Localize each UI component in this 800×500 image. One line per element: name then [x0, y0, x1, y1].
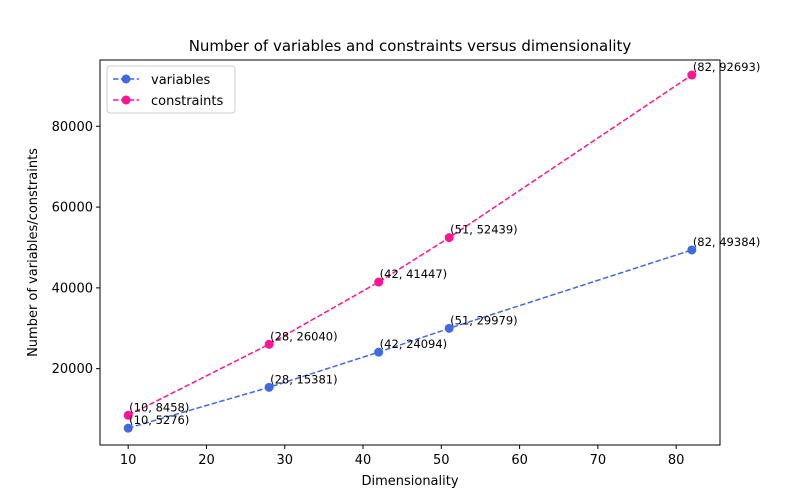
x-tick-label: 10 — [120, 453, 137, 468]
data-label-constraints: (82, 92693) — [693, 60, 761, 74]
y-tick-label: 60000 — [52, 201, 93, 216]
x-tick-label: 50 — [433, 453, 450, 468]
point-labels: (10, 5276) (28, 15381) (42, 24094)(51, 299… — [129, 60, 760, 427]
data-point-constraints — [444, 233, 454, 243]
data-point-variables — [444, 323, 454, 333]
plot-area — [99, 59, 721, 446]
legend-label-constraints: constraints — [151, 94, 223, 109]
chart-title: Number of variables and constraints vers… — [189, 37, 632, 55]
y-tick-label: 40000 — [52, 281, 93, 296]
y-tick-label: 80000 — [52, 120, 93, 135]
data-label-variables: (10, 5276) — [129, 413, 189, 427]
plot-frame — [99, 59, 721, 446]
data-label-constraints: (51, 52439) — [450, 223, 518, 237]
data-label-constraints: (10, 8458) — [129, 400, 189, 414]
y-axis: 20000 40000 60000 80000 — [52, 120, 100, 377]
data-label-constraints: (28, 26040) — [270, 329, 338, 343]
data-label-variables: (28, 15381) — [270, 372, 338, 386]
data-point-constraints — [123, 410, 133, 420]
y-axis-title: Number of variables/constraints — [26, 148, 41, 357]
data-point-variables — [687, 245, 697, 255]
x-axis-title: Dimensionality — [361, 474, 458, 489]
x-tick-label: 30 — [276, 453, 293, 468]
y-tick-label: 20000 — [52, 362, 93, 377]
data-label-variables: (51, 29979) — [450, 313, 518, 327]
x-tick-label: 80 — [668, 453, 685, 468]
data-label-variables: (42, 24094) — [380, 337, 448, 351]
data-point-variables — [123, 423, 133, 433]
data-point-variables — [264, 382, 274, 392]
data-point-constraints — [374, 277, 384, 287]
legend-marker-constraints — [121, 95, 131, 105]
data-point-variables — [374, 347, 384, 357]
legend-frame — [106, 65, 236, 114]
x-tick-label: 20 — [198, 453, 215, 468]
x-tick-label: 60 — [511, 453, 528, 468]
data-label-variables: (82, 49384) — [693, 235, 761, 249]
data-label-constraints: (42, 41447) — [380, 267, 448, 281]
legend-marker-variables — [121, 74, 131, 84]
legend: variables constraints — [106, 65, 236, 114]
x-tick-label: 40 — [355, 453, 372, 468]
data-point-constraints — [264, 339, 274, 349]
data-point-constraints — [687, 70, 697, 80]
series-line-constraints — [127, 74, 693, 416]
series-layer — [123, 70, 697, 433]
x-tick-label: 70 — [590, 453, 607, 468]
x-axis: 10 20 30 40 50 60 70 80 — [120, 445, 685, 468]
legend-label-variables: variables — [151, 73, 210, 88]
